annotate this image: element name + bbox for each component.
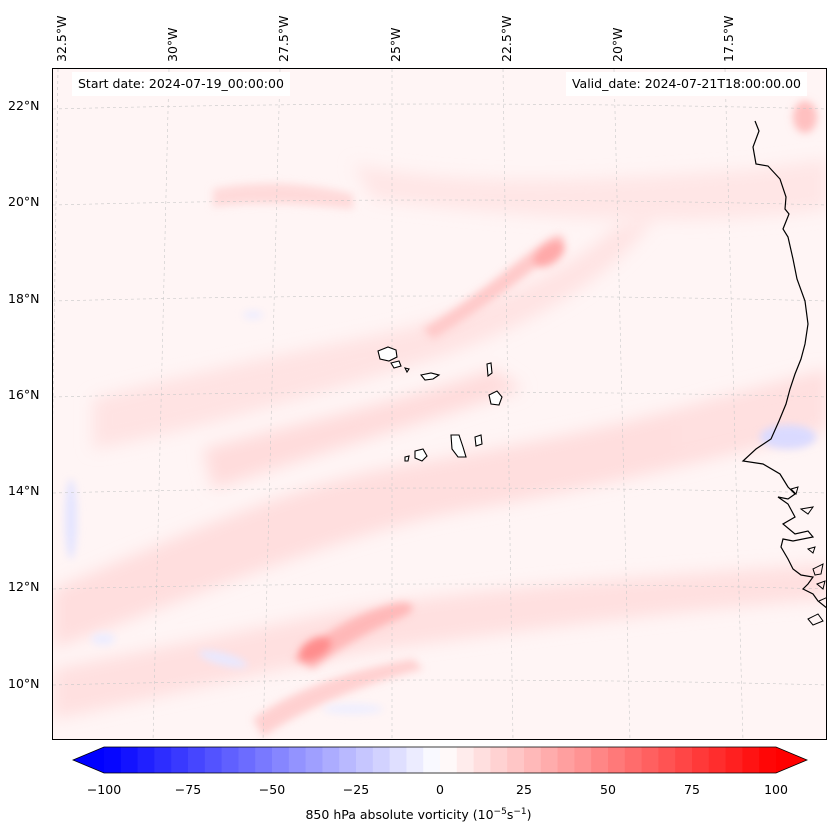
colorbar-tick-50: 50 xyxy=(600,782,616,797)
colorbar-cell xyxy=(104,747,122,773)
colorbar-cell xyxy=(725,747,743,773)
colorbar-extend-max xyxy=(776,747,807,773)
colorbar-cell xyxy=(473,747,491,773)
valid-date-label: Valid_date: 2024-07-21T18:00:00.00 xyxy=(565,72,807,96)
colorbar-cell xyxy=(255,747,273,773)
colorbar-tick-minus-100: −100 xyxy=(86,782,122,797)
vorticity-map xyxy=(52,68,827,740)
island-brava xyxy=(404,455,410,462)
lat-label-10n: 10°N xyxy=(8,676,40,691)
lon-label-17-5w: 17.5°W xyxy=(721,15,736,62)
graticule xyxy=(53,69,826,739)
colorbar-cell xyxy=(742,747,760,773)
colorbar-cell xyxy=(490,747,508,773)
colorbar-cell xyxy=(171,747,189,773)
colorbar xyxy=(72,746,808,774)
colorbar-cell xyxy=(272,747,290,773)
lat-label-20n: 20°N xyxy=(8,194,40,209)
colorbar-cell xyxy=(137,747,155,773)
lon-label-25w: 25°W xyxy=(388,27,403,62)
colorbar-cell xyxy=(591,747,609,773)
lat-label-16n: 16°N xyxy=(8,387,40,402)
colorbar-tick-100: 100 xyxy=(764,782,788,797)
colorbar-cell xyxy=(759,747,777,773)
colorbar-cell xyxy=(658,747,676,773)
island-fogo xyxy=(414,448,428,462)
island-boa-vista xyxy=(488,390,503,406)
colorbar-units-suffix: ) xyxy=(526,807,532,823)
colorbar-label: 850 hPa absolute vorticity (10−5s−1) xyxy=(0,807,837,822)
colorbar-cell xyxy=(440,747,458,773)
colorbar-cell xyxy=(692,747,710,773)
island-sao-vicente xyxy=(390,360,402,369)
colorbar-units-prefix: (10 xyxy=(472,807,494,823)
africa-coastline xyxy=(741,120,826,609)
colorbar-cell xyxy=(238,747,256,773)
colorbar-cell xyxy=(675,747,693,773)
colorbar-tick-minus-25: −25 xyxy=(342,782,370,797)
colorbar-tick-minus-75: −75 xyxy=(174,782,202,797)
colorbar-cell xyxy=(305,747,323,773)
colorbar-cell xyxy=(641,747,659,773)
lat-label-18n: 18°N xyxy=(8,291,40,306)
colorbar-cell xyxy=(356,747,374,773)
colorbar-cell xyxy=(624,747,642,773)
colorbar-tick-75: 75 xyxy=(684,782,700,797)
vorticity-field-strong xyxy=(213,101,817,737)
vorticity-field-broad xyxy=(53,159,826,719)
colorbar-cell xyxy=(339,747,357,773)
lon-label-30w: 30°W xyxy=(165,27,180,62)
colorbar-cell xyxy=(406,747,424,773)
colorbar-tick-0: 0 xyxy=(436,782,444,797)
island-santo-antao xyxy=(377,346,398,362)
colorbar-cell xyxy=(507,747,525,773)
island-santa-luzia xyxy=(403,367,410,374)
colorbar-units-exp1: −5 xyxy=(493,807,507,817)
vorticity-field-negative xyxy=(65,311,816,714)
island-sao-nicolau xyxy=(420,372,441,381)
lon-label-20w: 20°W xyxy=(610,27,625,62)
colorbar-cell xyxy=(608,747,626,773)
island-santiago xyxy=(450,434,467,458)
colorbar-units-mid: s xyxy=(506,807,514,823)
start-date-label: Start date: 2024-07-19_00:00:00 xyxy=(72,72,290,96)
lon-label-27-5w: 27.5°W xyxy=(276,15,291,62)
colorbar-cell xyxy=(574,747,592,773)
colorbar-cell xyxy=(188,747,206,773)
colorbar-tick-minus-50: −50 xyxy=(258,782,286,797)
colorbar-units-exp2: −1 xyxy=(513,807,527,817)
colorbar-cell xyxy=(204,747,222,773)
colorbar-cell xyxy=(288,747,306,773)
colorbar-cell xyxy=(456,747,474,773)
island-maio xyxy=(474,434,483,447)
colorbar-cell xyxy=(540,747,558,773)
map-canvas xyxy=(53,69,826,739)
lon-label-32-5w: 32.5°W xyxy=(54,15,69,62)
colorbar-cell xyxy=(389,747,407,773)
colorbar-cell xyxy=(120,747,138,773)
colorbar-cell xyxy=(154,747,172,773)
cape-verde-islands xyxy=(377,346,503,462)
colorbar-outline xyxy=(72,746,808,774)
colorbar-cell xyxy=(708,747,726,773)
lon-label-22-5w: 22.5°W xyxy=(499,15,514,62)
colorbar-extend-min xyxy=(73,747,104,773)
lat-label-14n: 14°N xyxy=(8,483,40,498)
colorbar-cell xyxy=(423,747,441,773)
colorbar-cell xyxy=(322,747,340,773)
colorbar-tick-25: 25 xyxy=(516,782,532,797)
colorbar-cell xyxy=(372,747,390,773)
island-sal xyxy=(486,362,493,378)
colorbar-variable: 850 hPa absolute vorticity xyxy=(305,807,469,823)
lat-label-12n: 12°N xyxy=(8,579,40,594)
colorbar-cell xyxy=(221,747,239,773)
colorbar-cell xyxy=(524,747,542,773)
lat-label-22n: 22°N xyxy=(8,98,40,113)
colorbar-cell xyxy=(557,747,575,773)
